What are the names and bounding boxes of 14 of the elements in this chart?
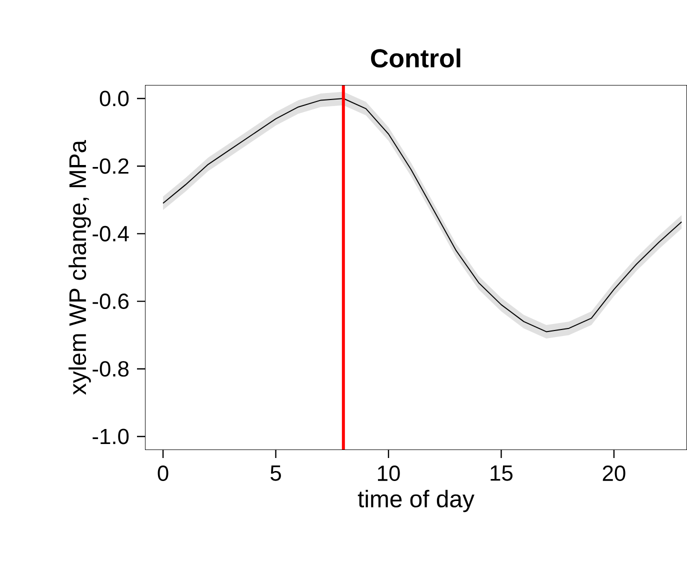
y-tick-label: -1.0: [92, 428, 129, 444]
y-tick-label: 0.0: [100, 90, 129, 106]
y-tick-label: -0.2: [92, 158, 128, 174]
x-axis-title: time of day: [358, 490, 474, 512]
chart-title: Control: [371, 48, 460, 68]
x-tick-label: 20: [602, 466, 626, 482]
x-tick-label: 0: [158, 466, 168, 482]
y-tick-label: -0.8: [92, 361, 129, 377]
x-tick-label: 15: [490, 466, 512, 481]
x-tick-label: 5: [270, 466, 281, 481]
y-tick-label: -0.4: [92, 226, 129, 242]
x-tick-label: 10: [378, 466, 400, 482]
y-tick-label: -0.6: [92, 294, 129, 310]
y-axis-title: xylem WP change, MPa: [68, 140, 91, 395]
